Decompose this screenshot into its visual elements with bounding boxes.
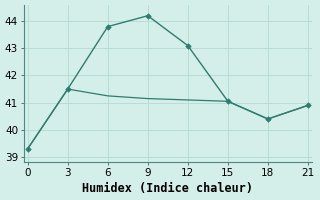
X-axis label: Humidex (Indice chaleur): Humidex (Indice chaleur) [82,182,253,195]
